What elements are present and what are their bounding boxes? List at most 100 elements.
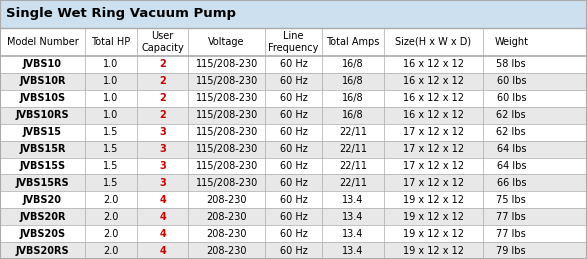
Bar bbox=[0, 124, 587, 141]
Text: 13.4: 13.4 bbox=[342, 229, 364, 239]
Bar bbox=[0, 90, 587, 107]
Text: 1.0: 1.0 bbox=[103, 110, 119, 120]
Text: 1.0: 1.0 bbox=[103, 60, 119, 69]
Text: 22/11: 22/11 bbox=[339, 161, 367, 171]
Bar bbox=[0, 174, 587, 191]
Text: 2: 2 bbox=[159, 76, 166, 86]
Text: JVBS20RS: JVBS20RS bbox=[16, 246, 69, 256]
Bar bbox=[0, 191, 587, 208]
Text: 2.0: 2.0 bbox=[103, 212, 119, 222]
Bar bbox=[0, 73, 587, 90]
Text: 17 x 12 x 12: 17 x 12 x 12 bbox=[403, 127, 464, 137]
Text: 60 Hz: 60 Hz bbox=[279, 127, 308, 137]
Text: 2: 2 bbox=[159, 93, 166, 103]
Text: 4: 4 bbox=[159, 229, 166, 239]
Text: 16 x 12 x 12: 16 x 12 x 12 bbox=[403, 76, 464, 86]
Text: 115/208-230: 115/208-230 bbox=[195, 127, 258, 137]
Text: 60 Hz: 60 Hz bbox=[279, 144, 308, 154]
Text: 1.0: 1.0 bbox=[103, 76, 119, 86]
Text: Line
Frequency: Line Frequency bbox=[268, 31, 319, 53]
Text: Voltage: Voltage bbox=[208, 37, 245, 47]
Text: JVBS20S: JVBS20S bbox=[19, 229, 66, 239]
Bar bbox=[0, 0, 587, 28]
Text: 22/11: 22/11 bbox=[339, 127, 367, 137]
Text: Model Number: Model Number bbox=[6, 37, 79, 47]
Text: 3: 3 bbox=[159, 144, 166, 154]
Text: 2: 2 bbox=[159, 60, 166, 69]
Text: 60 Hz: 60 Hz bbox=[279, 229, 308, 239]
Text: 17 x 12 x 12: 17 x 12 x 12 bbox=[403, 144, 464, 154]
Bar bbox=[0, 28, 587, 56]
Text: 19 x 12 x 12: 19 x 12 x 12 bbox=[403, 246, 464, 256]
Text: Total Amps: Total Amps bbox=[326, 37, 380, 47]
Text: 60 Hz: 60 Hz bbox=[279, 60, 308, 69]
Text: 60 Hz: 60 Hz bbox=[279, 161, 308, 171]
Text: 13.4: 13.4 bbox=[342, 246, 364, 256]
Text: 4: 4 bbox=[159, 246, 166, 256]
Text: 77 lbs: 77 lbs bbox=[497, 229, 526, 239]
Text: JVBS10S: JVBS10S bbox=[19, 93, 66, 103]
Text: JVBS10RS: JVBS10RS bbox=[16, 110, 69, 120]
Text: 60 Hz: 60 Hz bbox=[279, 178, 308, 188]
Text: 2.0: 2.0 bbox=[103, 229, 119, 239]
Text: 17 x 12 x 12: 17 x 12 x 12 bbox=[403, 178, 464, 188]
Text: 1.5: 1.5 bbox=[103, 178, 119, 188]
Text: JVBS15: JVBS15 bbox=[23, 127, 62, 137]
Text: 60 lbs: 60 lbs bbox=[497, 93, 526, 103]
Text: 60 Hz: 60 Hz bbox=[279, 76, 308, 86]
Text: 62 lbs: 62 lbs bbox=[497, 127, 526, 137]
Text: 64 lbs: 64 lbs bbox=[497, 144, 526, 154]
Text: 115/208-230: 115/208-230 bbox=[195, 110, 258, 120]
Bar bbox=[0, 56, 587, 73]
Text: 60 Hz: 60 Hz bbox=[279, 246, 308, 256]
Text: 16/8: 16/8 bbox=[342, 110, 364, 120]
Bar bbox=[0, 157, 587, 174]
Text: 1.0: 1.0 bbox=[103, 93, 119, 103]
Text: 79 lbs: 79 lbs bbox=[497, 246, 526, 256]
Text: 60 Hz: 60 Hz bbox=[279, 212, 308, 222]
Text: 3: 3 bbox=[159, 178, 166, 188]
Text: Single Wet Ring Vacuum Pump: Single Wet Ring Vacuum Pump bbox=[6, 8, 236, 20]
Text: 19 x 12 x 12: 19 x 12 x 12 bbox=[403, 229, 464, 239]
Text: JVBS15S: JVBS15S bbox=[19, 161, 66, 171]
Text: 13.4: 13.4 bbox=[342, 212, 364, 222]
Text: 19 x 12 x 12: 19 x 12 x 12 bbox=[403, 212, 464, 222]
Bar bbox=[0, 208, 587, 225]
Text: 115/208-230: 115/208-230 bbox=[195, 144, 258, 154]
Text: 115/208-230: 115/208-230 bbox=[195, 76, 258, 86]
Text: Total HP: Total HP bbox=[92, 37, 130, 47]
Text: 66 lbs: 66 lbs bbox=[497, 178, 526, 188]
Text: 208-230: 208-230 bbox=[207, 246, 247, 256]
Bar bbox=[0, 141, 587, 157]
Text: 16 x 12 x 12: 16 x 12 x 12 bbox=[403, 110, 464, 120]
Text: 16/8: 16/8 bbox=[342, 76, 364, 86]
Text: 60 Hz: 60 Hz bbox=[279, 93, 308, 103]
Text: JVBS15R: JVBS15R bbox=[19, 144, 66, 154]
Text: 115/208-230: 115/208-230 bbox=[195, 93, 258, 103]
Text: JVBS20R: JVBS20R bbox=[19, 212, 66, 222]
Text: 64 lbs: 64 lbs bbox=[497, 161, 526, 171]
Bar bbox=[0, 107, 587, 124]
Text: 115/208-230: 115/208-230 bbox=[195, 60, 258, 69]
Text: 16/8: 16/8 bbox=[342, 60, 364, 69]
Text: 2.0: 2.0 bbox=[103, 246, 119, 256]
Text: 2.0: 2.0 bbox=[103, 195, 119, 205]
Text: 13.4: 13.4 bbox=[342, 195, 364, 205]
Text: 208-230: 208-230 bbox=[207, 212, 247, 222]
Text: 22/11: 22/11 bbox=[339, 178, 367, 188]
Bar bbox=[0, 225, 587, 242]
Text: 2: 2 bbox=[159, 110, 166, 120]
Text: User
Capacity: User Capacity bbox=[141, 31, 184, 53]
Text: 77 lbs: 77 lbs bbox=[497, 212, 526, 222]
Text: 3: 3 bbox=[159, 127, 166, 137]
Text: 17 x 12 x 12: 17 x 12 x 12 bbox=[403, 161, 464, 171]
Text: 115/208-230: 115/208-230 bbox=[195, 178, 258, 188]
Text: 1.5: 1.5 bbox=[103, 127, 119, 137]
Text: 22/11: 22/11 bbox=[339, 144, 367, 154]
Text: 75 lbs: 75 lbs bbox=[497, 195, 526, 205]
Text: 208-230: 208-230 bbox=[207, 195, 247, 205]
Text: 60 lbs: 60 lbs bbox=[497, 76, 526, 86]
Text: 62 lbs: 62 lbs bbox=[497, 110, 526, 120]
Text: 3: 3 bbox=[159, 161, 166, 171]
Text: JVBS10: JVBS10 bbox=[23, 60, 62, 69]
